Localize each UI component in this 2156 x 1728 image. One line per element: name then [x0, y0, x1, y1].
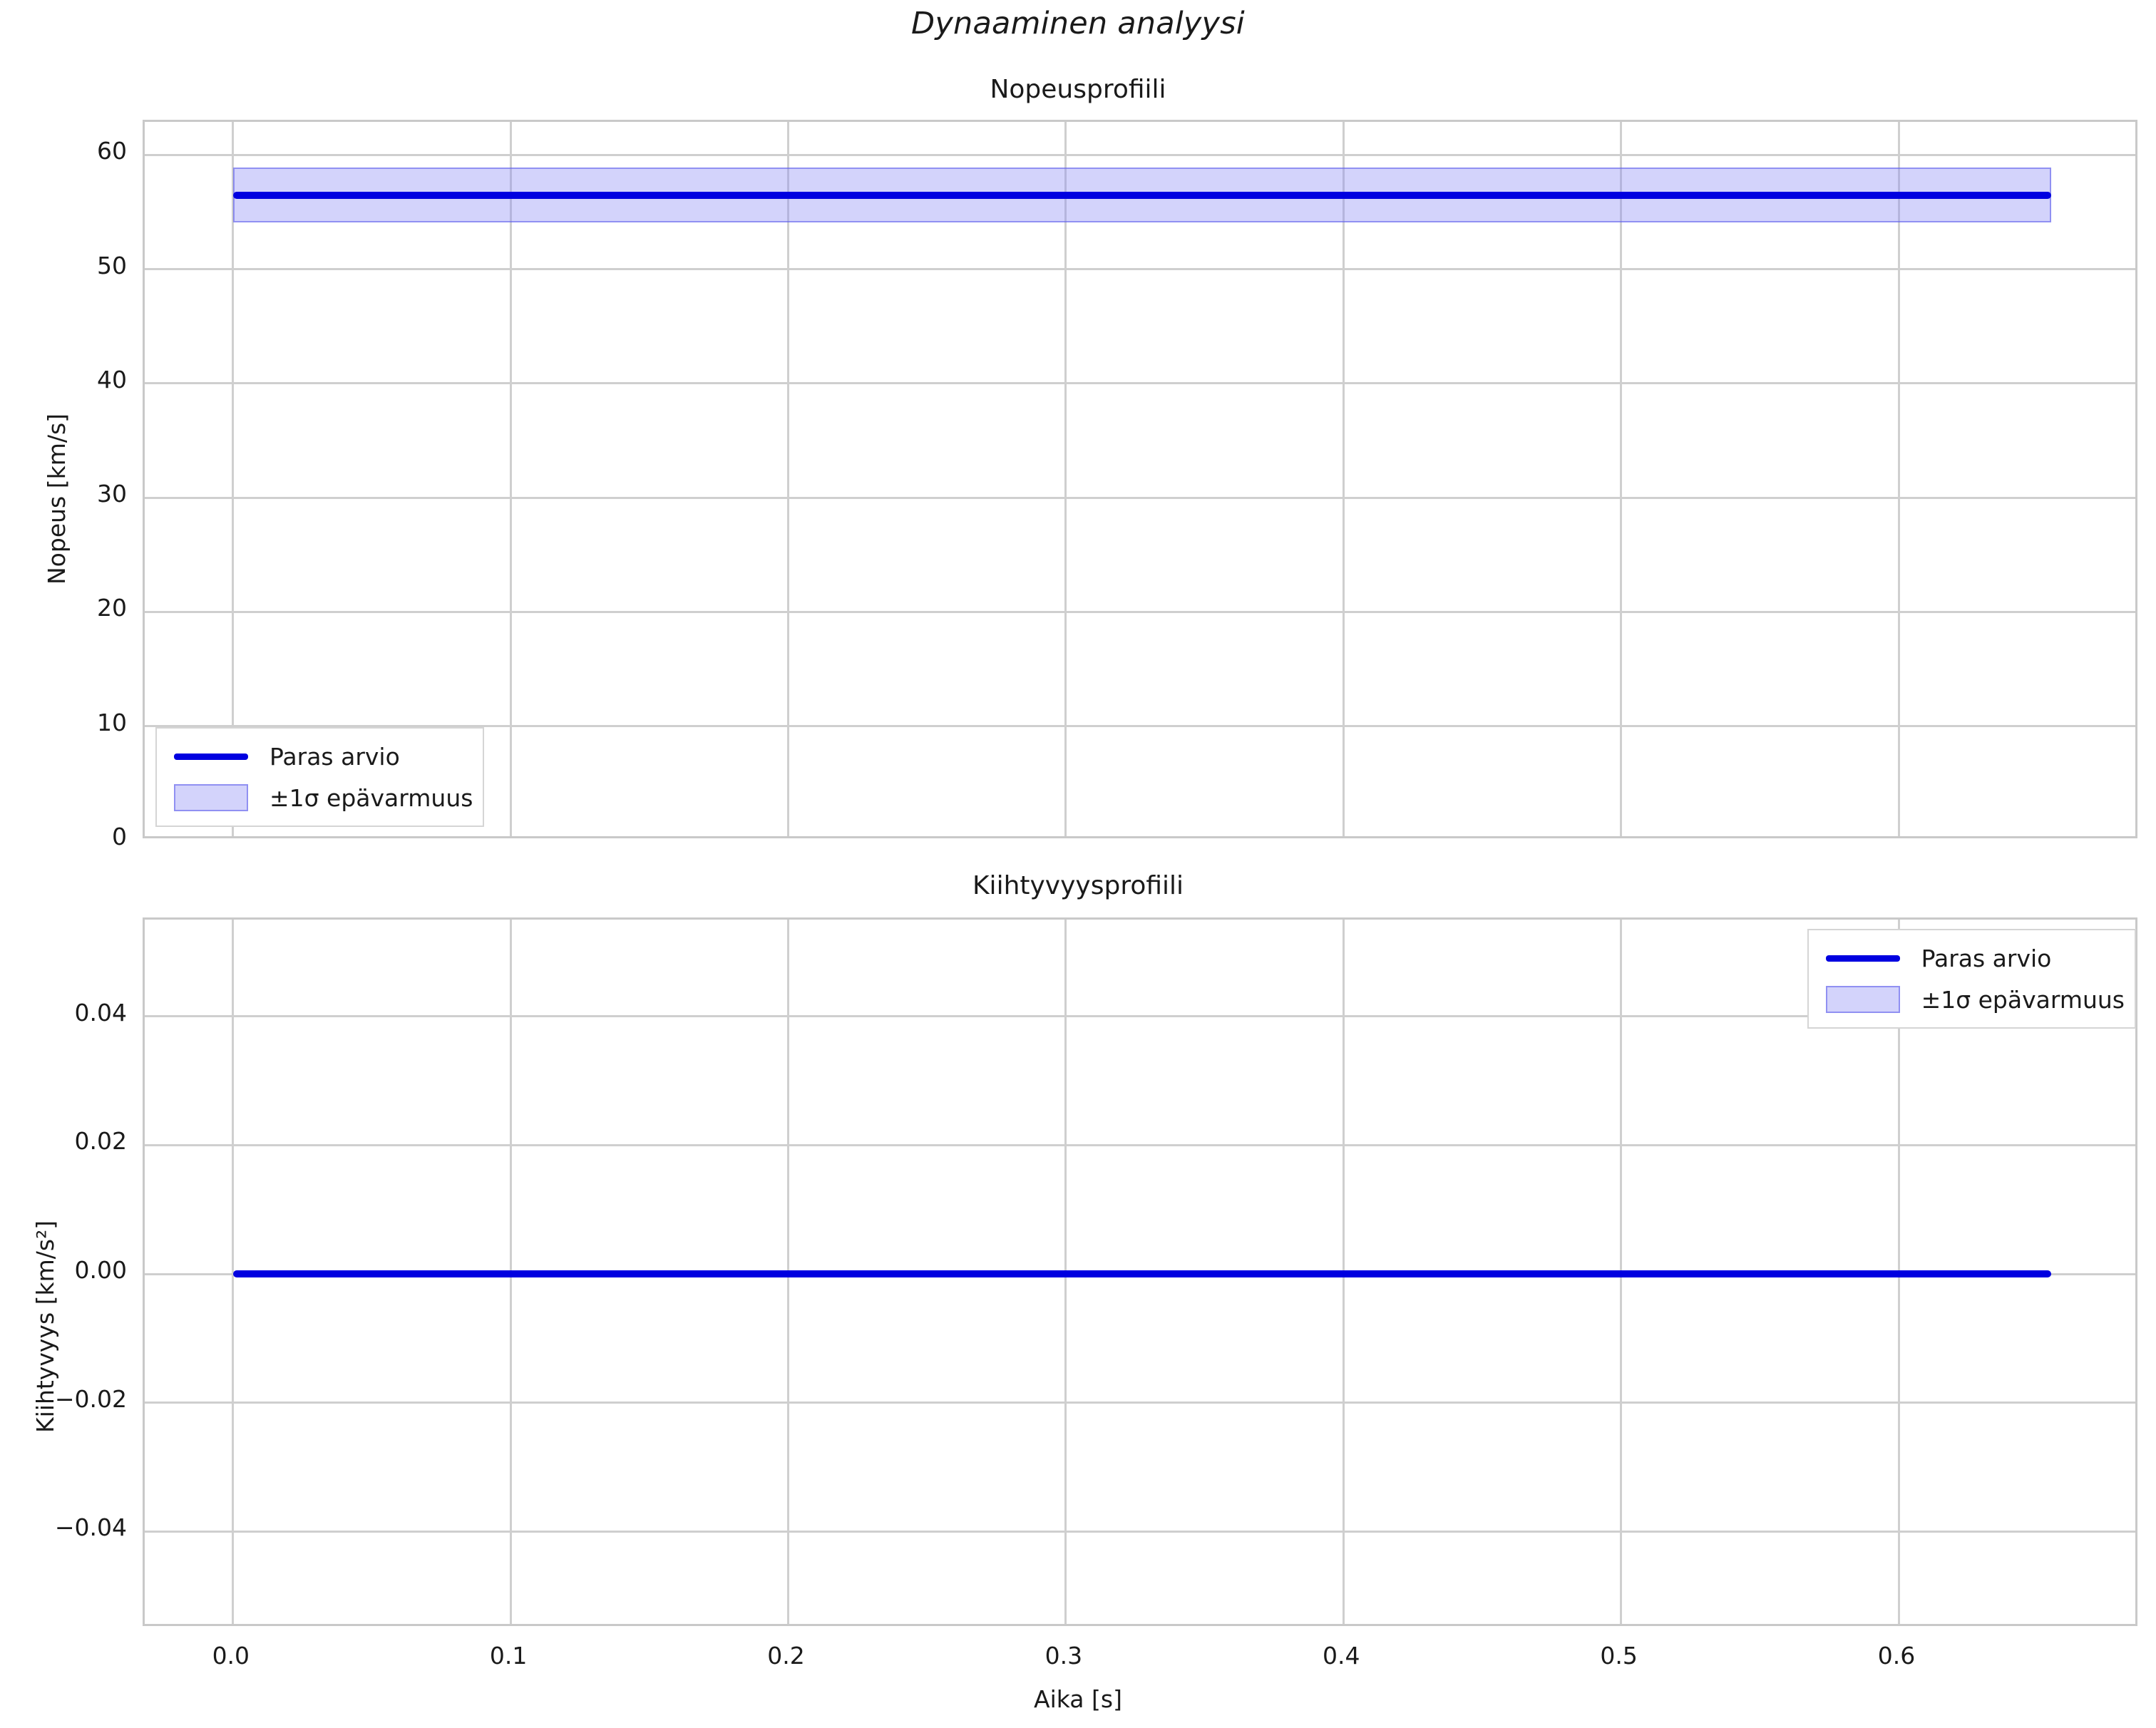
y-tick-label: 0.04 — [74, 998, 127, 1027]
y-tick-label: 0.02 — [74, 1127, 127, 1156]
x-tick-label: 0.4 — [1323, 1642, 1360, 1670]
x-tick-label: 0.3 — [1044, 1642, 1083, 1670]
gridline-horizontal — [145, 1143, 2135, 1146]
band-swatch-icon — [165, 784, 257, 811]
gridline-horizontal — [145, 382, 2135, 385]
velocity-plot-area — [143, 120, 2137, 838]
gridline-horizontal — [145, 1015, 2135, 1018]
velocity-legend[interactable]: Paras arvio ±1σ epävarmuus — [155, 727, 485, 827]
y-tick-label: 40 — [97, 365, 127, 394]
legend-label-best-estimate: Paras arvio — [270, 742, 400, 771]
x-tick-label: 0.1 — [489, 1642, 528, 1670]
x-tick-label: 0.2 — [767, 1642, 805, 1670]
legend-entry-uncertainty: ±1σ epävarmuus — [165, 777, 473, 818]
acceleration-chart-title: Kiihtyvyysprofiili — [972, 871, 1184, 900]
gridline-vertical — [1897, 122, 1900, 836]
y-tick-label: −0.04 — [54, 1513, 127, 1542]
legend-label-uncertainty: ±1σ epävarmuus — [1921, 985, 2125, 1014]
velocity-chart-title: Nopeusprofiili — [990, 75, 1166, 104]
y-tick-label: 60 — [97, 137, 127, 165]
y-tick-label: 0.00 — [74, 1256, 127, 1284]
legend-entry-best-estimate: Paras arvio — [165, 736, 473, 777]
gridline-horizontal — [145, 1530, 2135, 1533]
gridline-vertical — [1342, 122, 1345, 836]
line-swatch-icon — [165, 753, 257, 760]
y-tick-label: −0.02 — [54, 1384, 127, 1413]
acceleration-plot-area — [143, 917, 2137, 1626]
y-tick-label: 0 — [112, 823, 127, 850]
x-tick-label: 0.6 — [1877, 1642, 1916, 1670]
gridline-horizontal — [145, 725, 2135, 728]
gridline-horizontal — [145, 610, 2135, 613]
line-swatch-icon — [1817, 955, 1909, 962]
gridline-vertical — [232, 122, 235, 836]
y-tick-label: 10 — [97, 708, 127, 736]
gridline-vertical — [787, 122, 790, 836]
gridline-vertical — [509, 122, 512, 836]
x-tick-label: 0.0 — [212, 1642, 250, 1670]
gridline-horizontal — [145, 1402, 2135, 1404]
x-tick-label: 0.5 — [1600, 1642, 1638, 1670]
acceleration-legend[interactable]: Paras arvio ±1σ epävarmuus — [1807, 929, 2136, 1029]
gridline-horizontal — [145, 268, 2135, 271]
velocity-gridlines — [145, 122, 2135, 836]
legend-entry-uncertainty: ±1σ epävarmuus — [1817, 979, 2125, 1020]
band-swatch-icon — [1817, 986, 1909, 1013]
gridline-horizontal — [145, 153, 2135, 156]
gridline-vertical — [1620, 122, 1623, 836]
velocity-y-axis-label: Nopeus [km/s] — [43, 413, 71, 585]
y-tick-label: 20 — [97, 594, 127, 622]
gridline-horizontal — [145, 496, 2135, 499]
gridline-vertical — [1064, 122, 1067, 836]
y-tick-label: 30 — [97, 480, 127, 508]
acceleration-best-estimate-line — [232, 1270, 2052, 1277]
acceleration-y-axis-label: Kiihtyvyys [km/s²] — [31, 1220, 59, 1433]
y-tick-label: 50 — [97, 251, 127, 279]
figure-suptitle: Dynaaminen analyysi — [911, 6, 1245, 41]
legend-entry-best-estimate: Paras arvio — [1817, 937, 2125, 979]
legend-label-uncertainty: ±1σ epävarmuus — [270, 783, 473, 812]
x-axis-label: Aika [s] — [1034, 1685, 1122, 1713]
velocity-best-estimate-line — [232, 191, 2052, 199]
legend-label-best-estimate: Paras arvio — [1921, 944, 2052, 972]
